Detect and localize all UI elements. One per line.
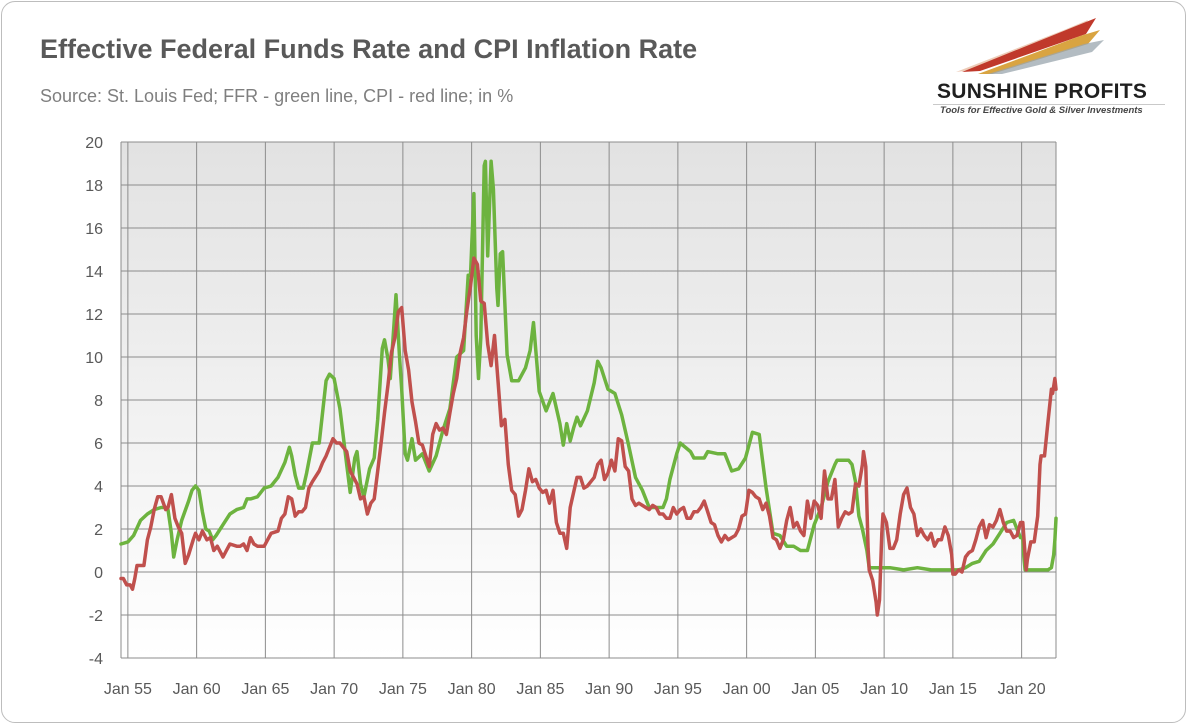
- x-axis: Jan 55 Jan 60 Jan 65 Jan 70 Jan 75 Jan 80 Jan …: [104, 681, 1046, 698]
- x-tick-label: Jan 20: [998, 681, 1046, 698]
- y-tick-label: -2: [89, 608, 103, 625]
- y-tick-label: 2: [94, 522, 103, 539]
- y-axis: -4 -2 0 2 4 6 8 10 12 14 16 18 20: [85, 135, 103, 668]
- y-tick-label: -4: [89, 651, 103, 668]
- cpi-line: [119, 256, 1058, 617]
- x-tick-label: Jan 95: [654, 681, 702, 698]
- chart-title: Effective Federal Funds Rate and CPI Inf…: [40, 34, 698, 64]
- y-tick-label: 0: [94, 565, 103, 582]
- x-tick-label: Jan 05: [791, 681, 839, 698]
- y-tick-label: 8: [94, 393, 103, 410]
- y-tick-label: 16: [85, 221, 103, 238]
- y-tick-label: 4: [94, 479, 103, 496]
- x-tick-label: Jan 90: [585, 681, 633, 698]
- x-tick-label: Jan 15: [929, 681, 977, 698]
- y-tick-label: 20: [85, 135, 103, 152]
- x-tick-label: Jan 55: [104, 681, 152, 698]
- x-tick-label: Jan 60: [173, 681, 221, 698]
- series-lines: [119, 159, 1058, 617]
- ffr-line: [119, 159, 1058, 572]
- y-tick-label: 10: [85, 350, 103, 367]
- logo-tagline: Tools for Effective Gold & Silver Invest…: [940, 105, 1143, 116]
- chart-subtitle: Source: St. Louis Fed; FFR - green line,…: [40, 86, 514, 106]
- x-tick-label: Jan 75: [379, 681, 427, 698]
- swoosh-icon: [956, 18, 1104, 74]
- y-tick-label: 18: [85, 178, 103, 195]
- x-tick-label: Jan 00: [723, 681, 771, 698]
- y-tick-label: 6: [94, 436, 103, 453]
- logo-divider: [933, 104, 1165, 105]
- x-tick-label: Jan 65: [241, 681, 289, 698]
- y-tick-label: 12: [85, 307, 103, 324]
- y-tick-label: 14: [85, 264, 103, 281]
- x-tick-label: Jan 85: [516, 681, 564, 698]
- x-tick-label: Jan 10: [860, 681, 908, 698]
- x-tick-label: Jan 70: [310, 681, 358, 698]
- logo-name: SUNSHINE PROFITS: [937, 80, 1148, 103]
- sunshine-profits-logo: SUNSHINE PROFITS Tools for Effective Gol…: [928, 14, 1174, 124]
- x-tick-label: Jan 80: [448, 681, 496, 698]
